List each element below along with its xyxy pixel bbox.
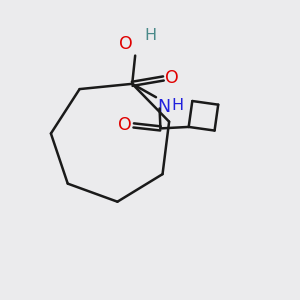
Text: O: O: [119, 34, 133, 52]
Text: N: N: [157, 98, 170, 116]
Text: O: O: [118, 116, 131, 134]
Text: H: H: [144, 28, 156, 43]
Text: H: H: [171, 98, 184, 113]
Text: O: O: [165, 69, 178, 87]
